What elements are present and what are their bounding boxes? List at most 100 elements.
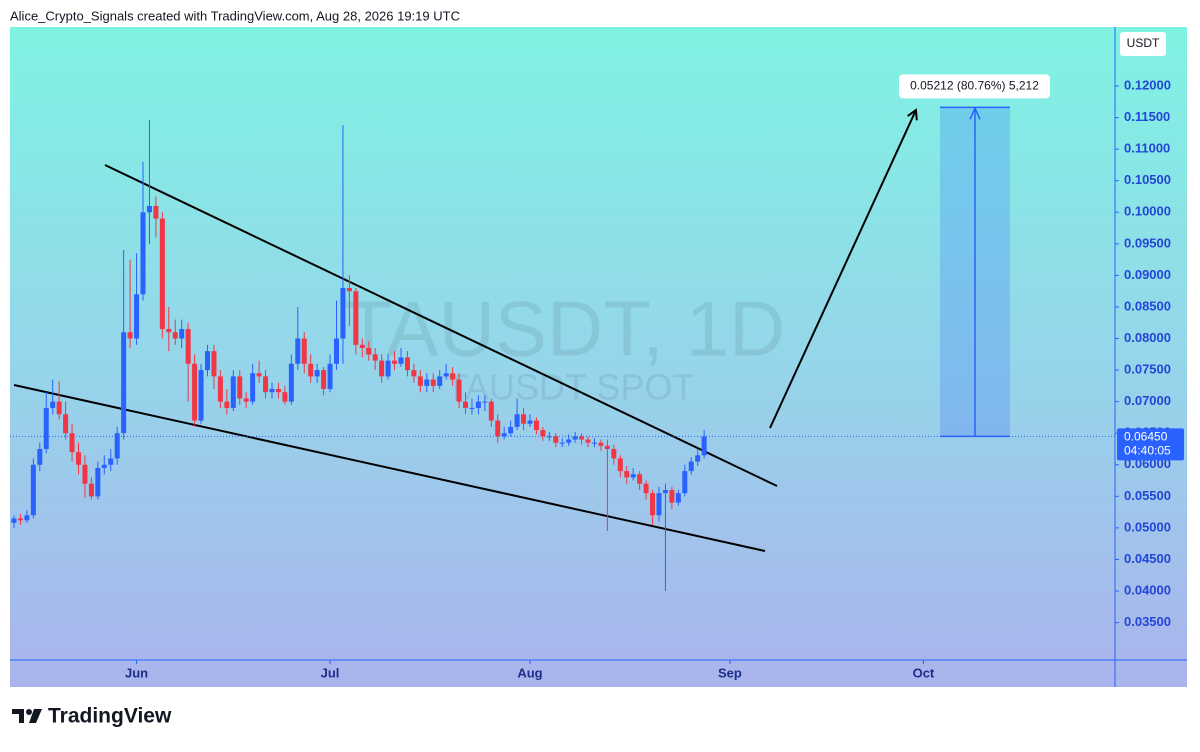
logo (12, 709, 42, 723)
candle-body (95, 467, 101, 497)
candle-body (166, 329, 172, 333)
candle-body (295, 338, 301, 364)
candle-body (333, 338, 339, 364)
x-tick-label: Jul (321, 665, 340, 680)
candle-body (172, 332, 178, 339)
candle-body (256, 373, 262, 377)
candle-body (179, 329, 185, 339)
candle-body (269, 389, 275, 393)
candle-body (198, 370, 204, 421)
price-tag-countdown: 04:40:05 (1124, 444, 1171, 458)
currency-box[interactable] (1120, 32, 1166, 56)
candle-body (288, 363, 294, 402)
y-tick-label: 0.03500 (1124, 614, 1171, 629)
candle-body (88, 483, 94, 497)
price-tag (1117, 428, 1184, 461)
candle-body (327, 363, 333, 390)
candle-body (217, 376, 223, 402)
candle-body (340, 288, 346, 339)
candle-body (159, 218, 165, 330)
candle-body (30, 464, 36, 516)
x-tick-label: Jun (125, 665, 148, 680)
x-tick-label: Aug (517, 665, 542, 680)
candle-body (495, 420, 501, 437)
candle-body (146, 205, 152, 213)
candle-body (669, 490, 675, 503)
candle-body (321, 370, 327, 390)
candle-body (24, 515, 30, 521)
candle-body (695, 455, 701, 462)
candle-body (114, 433, 120, 459)
candle-body (437, 376, 443, 386)
candle-body (508, 426, 514, 434)
y-tick-label: 0.09500 (1124, 235, 1171, 250)
footer-brand: TradingView (48, 705, 172, 728)
candle-body (301, 338, 307, 364)
candle-body (430, 379, 436, 386)
candle-body (643, 483, 649, 494)
y-tick-label: 0.11500 (1124, 109, 1170, 124)
candle-body (579, 436, 585, 440)
candle-body (469, 407, 475, 409)
candle-body (282, 392, 288, 402)
y-tick-label: 0.12000 (1124, 77, 1171, 92)
y-tick-label: 0.09000 (1124, 267, 1171, 282)
candle-body (591, 442, 597, 444)
y-tick-label: 0.04000 (1124, 582, 1171, 597)
candle-body (604, 445, 610, 449)
candle-body (372, 354, 378, 361)
candle-body (243, 398, 249, 402)
y-tick-label: 0.07500 (1124, 362, 1171, 377)
candle-body (456, 379, 462, 402)
candle-body (314, 370, 320, 377)
candle-body (230, 376, 236, 408)
candle-body (185, 329, 191, 364)
projection-arrow (769, 110, 916, 429)
candle-body (69, 433, 75, 453)
candle-body (17, 518, 23, 521)
candle-body (37, 448, 43, 465)
measure-label: 0.05212 (80.76%) 5,212 (910, 79, 1039, 93)
candle-body (462, 401, 468, 408)
candle-body (263, 376, 269, 393)
y-tick-label: 0.08500 (1124, 298, 1171, 313)
candle-body (624, 471, 630, 478)
candle-body (308, 363, 314, 377)
candle-body (275, 389, 281, 393)
candle-body (527, 420, 533, 424)
candle-body (630, 474, 636, 478)
candle-body (553, 436, 559, 443)
candle-body (682, 471, 688, 494)
plot: 0.035000.040000.045000.050000.055000.060… (10, 74, 1171, 680)
candle-body (482, 401, 488, 403)
candle-body (379, 360, 385, 377)
candle-body (82, 464, 88, 484)
candle-body (224, 401, 230, 408)
candle-body (443, 373, 449, 377)
y-tick-label: 0.05000 (1124, 519, 1171, 534)
candle-body (134, 294, 140, 339)
candle-body (11, 518, 17, 523)
candle-body (546, 436, 552, 438)
currency-label: USDT (1127, 36, 1160, 50)
candle-body (211, 351, 217, 377)
y-tick-label: 0.05500 (1124, 488, 1171, 503)
candle-body (650, 493, 656, 516)
x-tick-label: Sep (718, 665, 742, 680)
candle-body (488, 401, 494, 421)
candle-body (50, 401, 56, 408)
candle-body (192, 363, 198, 421)
trendline-upper (104, 164, 778, 487)
candle-body (566, 439, 572, 443)
candle-body (43, 407, 49, 449)
candle-body (637, 474, 643, 484)
candle-body (424, 379, 430, 386)
candle-body (237, 376, 243, 399)
candle-body (101, 464, 107, 468)
candle-body (153, 205, 159, 219)
candle-body (398, 357, 404, 364)
candle-body (346, 288, 352, 292)
candle-body (204, 351, 210, 371)
measure-label-box (899, 74, 1050, 99)
